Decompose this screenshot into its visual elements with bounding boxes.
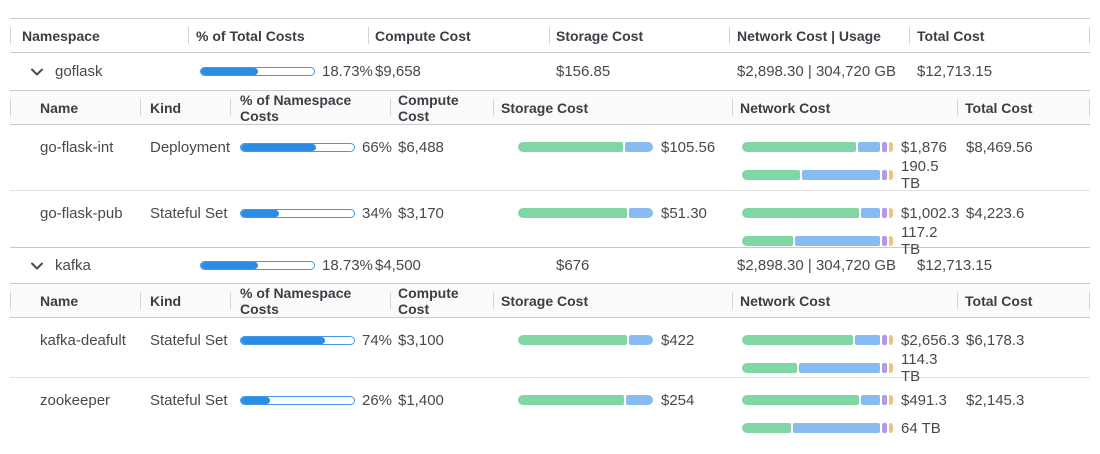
col-storage-cost: Storage Cost xyxy=(549,19,729,52)
namespace-network-cost-usage: $2,898.30 | 304,720 GB xyxy=(737,257,897,274)
workload-row-zookeeper: zookeeper Stateful Set 26% $1,400 $254 $… xyxy=(10,378,1090,437)
col-storage-cost: Storage Cost xyxy=(493,284,732,317)
col-kind: Kind xyxy=(140,91,230,124)
workload-kind: Stateful Set xyxy=(150,204,228,222)
network-usage-bar xyxy=(742,363,893,373)
namespace-network-cost-usage: $2,898.30 | 304,720 GB xyxy=(737,63,897,80)
network-cost-bar xyxy=(742,208,893,218)
namespace-total-cost: $12,713.15 xyxy=(917,257,993,274)
workload-name: kafka-deafult xyxy=(40,331,126,349)
workload-row-go-flask-int: go-flask-int Deployment 66% $6,488 $105.… xyxy=(10,125,1090,192)
workload-name: go-flask-pub xyxy=(40,204,123,222)
cost-table: Namespace % of Total Costs Compute Cost … xyxy=(10,18,1090,437)
storage-cost-value: $51.30 xyxy=(661,204,707,222)
workload-kind: Stateful Set xyxy=(150,331,228,349)
col-total-cost: Total Cost xyxy=(957,284,1090,317)
col-pct-ns-costs: % of Namespace Costs xyxy=(230,91,390,124)
namespace-row-kafka[interactable]: kafka 18.73% $4,500 $676 $2,898.30 | 304… xyxy=(10,248,1090,284)
col-compute-cost: Compute Cost xyxy=(368,19,549,52)
namespace-compute-cost: $4,500 xyxy=(375,257,421,274)
network-usage-value: 114.3 TB xyxy=(901,351,938,385)
namespace-name: kafka xyxy=(55,257,91,274)
total-pct-bar xyxy=(200,67,315,76)
storage-cost-value: $105.56 xyxy=(661,138,716,156)
col-storage-cost: Storage Cost xyxy=(493,91,732,124)
col-name: Name xyxy=(10,91,140,124)
network-usage-value: 64 TB xyxy=(901,419,941,437)
namespace-pct-bar xyxy=(240,335,355,345)
network-cost-bar xyxy=(742,142,893,152)
total-pct-bar xyxy=(200,261,315,270)
storage-cost-bar xyxy=(518,335,653,345)
storage-cost-value: $254 xyxy=(661,391,695,409)
network-usage-bar xyxy=(742,236,893,246)
workload-kind: Deployment xyxy=(150,138,231,156)
namespace-pct-value: 34% xyxy=(362,204,393,222)
network-cost-value: $2,656.3 xyxy=(901,331,960,349)
inner-header-row: Name Kind % of Namespace Costs Compute C… xyxy=(10,91,1090,125)
namespace-pct-value: 74% xyxy=(362,331,393,349)
workload-name: go-flask-int xyxy=(40,138,114,156)
network-cost-bar xyxy=(742,395,893,405)
network-cost-value: $1,876 xyxy=(901,138,947,156)
col-compute-cost: Compute Cost xyxy=(390,91,493,124)
workload-total-cost: $4,223.6 xyxy=(966,204,1025,222)
workload-compute-cost: $3,100 xyxy=(398,331,444,349)
storage-cost-bar xyxy=(518,142,653,152)
namespace-storage-cost: $156.85 xyxy=(556,63,611,80)
total-pct-value: 18.73% xyxy=(322,63,373,80)
workload-row-go-flask-pub: go-flask-pub Stateful Set 34% $3,170 $51… xyxy=(10,191,1090,258)
network-usage-bar xyxy=(742,170,893,180)
network-cost-value: $1,002.3 xyxy=(901,204,960,222)
namespace-name: goflask xyxy=(55,63,103,80)
workload-total-cost: $2,145.3 xyxy=(966,391,1025,409)
total-pct-value: 18.73% xyxy=(322,257,373,274)
workload-compute-cost: $3,170 xyxy=(398,204,444,222)
network-usage-value: 117.2 TB xyxy=(901,224,938,258)
storage-cost-bar xyxy=(518,395,653,405)
col-pct-ns-costs: % of Namespace Costs xyxy=(230,284,390,317)
network-usage-bar xyxy=(742,423,893,433)
col-network-cost: Network Cost xyxy=(732,284,957,317)
col-network-cost-usage: Network Cost | Usage xyxy=(729,19,909,52)
workload-compute-cost: $6,488 xyxy=(398,138,444,156)
namespace-row-goflask[interactable]: goflask 18.73% $9,658 $156.85 $2,898.30 … xyxy=(10,53,1090,91)
outer-header-row: Namespace % of Total Costs Compute Cost … xyxy=(10,19,1090,53)
chevron-down-icon[interactable] xyxy=(30,65,44,79)
network-cost-bar xyxy=(742,335,893,345)
col-kind: Kind xyxy=(140,284,230,317)
namespace-pct-value: 66% xyxy=(362,138,393,156)
col-namespace: Namespace xyxy=(10,19,188,52)
namespace-compute-cost: $9,658 xyxy=(375,63,421,80)
col-pct-total-costs: % of Total Costs xyxy=(188,19,368,52)
namespace-pct-bar xyxy=(240,395,355,405)
col-total-cost: Total Cost xyxy=(957,91,1090,124)
workload-compute-cost: $1,400 xyxy=(398,391,444,409)
storage-cost-value: $422 xyxy=(661,331,695,349)
col-network-cost: Network Cost xyxy=(732,91,957,124)
col-name: Name xyxy=(10,284,140,317)
namespace-pct-bar xyxy=(240,142,355,152)
network-cost-value: $491.3 xyxy=(901,391,947,409)
namespace-storage-cost: $676 xyxy=(556,257,590,274)
network-usage-value: 190.5 TB xyxy=(901,158,939,192)
namespace-pct-bar xyxy=(240,208,355,218)
storage-cost-bar xyxy=(518,208,653,218)
chevron-down-icon[interactable] xyxy=(30,259,44,273)
inner-header-row: Name Kind % of Namespace Costs Compute C… xyxy=(10,284,1090,318)
namespace-total-cost: $12,713.15 xyxy=(917,63,993,80)
workload-kind: Stateful Set xyxy=(150,391,228,409)
namespace-pct-value: 26% xyxy=(362,391,393,409)
workload-total-cost: $8,469.56 xyxy=(966,138,1033,156)
workload-name: zookeeper xyxy=(40,391,111,409)
col-compute-cost: Compute Cost xyxy=(390,284,493,317)
workload-total-cost: $6,178.3 xyxy=(966,331,1025,349)
col-total-cost: Total Cost xyxy=(909,19,1090,52)
workload-row-kafka-deafult: kafka-deafult Stateful Set 74% $3,100 $4… xyxy=(10,318,1090,385)
